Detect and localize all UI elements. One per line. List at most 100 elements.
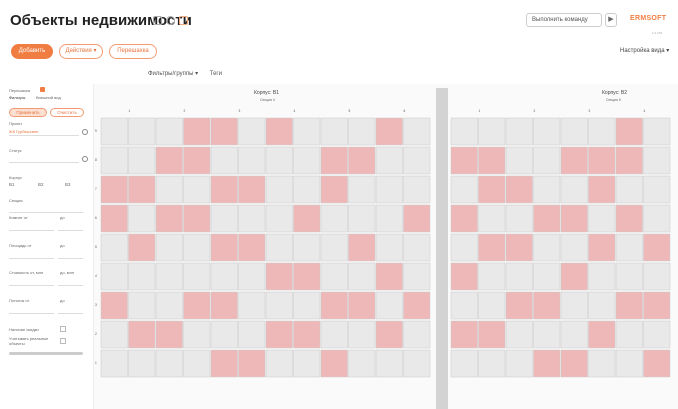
apartment-cell-free[interactable] bbox=[643, 204, 671, 233]
apartment-cell-free[interactable] bbox=[128, 262, 156, 291]
apartment-cell-free[interactable] bbox=[643, 262, 671, 291]
apartment-cell-free[interactable] bbox=[348, 349, 376, 378]
apartment-cell-free[interactable] bbox=[265, 204, 293, 233]
apartment-cell-free[interactable] bbox=[155, 175, 183, 204]
apartment-cell-sold[interactable] bbox=[238, 175, 266, 204]
apartment-cell-sold[interactable] bbox=[128, 320, 156, 349]
apartment-cell-free[interactable] bbox=[265, 175, 293, 204]
apartment-cell-free[interactable] bbox=[293, 146, 321, 175]
apartment-cell-free[interactable] bbox=[128, 349, 156, 378]
apartment-cell-free[interactable] bbox=[533, 146, 561, 175]
apartment-cell-sold[interactable] bbox=[293, 204, 321, 233]
apartment-cell-sold[interactable] bbox=[588, 320, 616, 349]
apartment-cell-sold[interactable] bbox=[478, 233, 506, 262]
apartment-cell-sold[interactable] bbox=[505, 175, 533, 204]
apartment-cell-free[interactable] bbox=[560, 320, 588, 349]
apartment-cell-sold[interactable] bbox=[505, 233, 533, 262]
apartment-cell-sold[interactable] bbox=[100, 291, 128, 320]
apartment-cell-sold[interactable] bbox=[375, 320, 403, 349]
apartment-cell-sold[interactable] bbox=[128, 233, 156, 262]
apartment-cell-free[interactable] bbox=[348, 204, 376, 233]
apartment-cell-free[interactable] bbox=[265, 146, 293, 175]
apartment-cell-free[interactable] bbox=[375, 291, 403, 320]
apartment-cell-free[interactable] bbox=[375, 175, 403, 204]
apartment-cell-sold[interactable] bbox=[293, 262, 321, 291]
apartment-cell-free[interactable] bbox=[403, 320, 431, 349]
apartment-cell-sold[interactable] bbox=[265, 117, 293, 146]
apartment-cell-sold[interactable] bbox=[183, 291, 211, 320]
project-input[interactable]: ЖК Гурбюрсинн bbox=[9, 127, 79, 136]
apartment-cell-free[interactable] bbox=[505, 262, 533, 291]
apartment-cell-sold[interactable] bbox=[478, 320, 506, 349]
apartment-cell-sold[interactable] bbox=[128, 175, 156, 204]
apartment-cell-sold[interactable] bbox=[615, 146, 643, 175]
apartment-cell-sold[interactable] bbox=[560, 262, 588, 291]
apartment-cell-free[interactable] bbox=[320, 204, 348, 233]
apartment-cell-free[interactable] bbox=[505, 320, 533, 349]
search-icon[interactable] bbox=[82, 156, 88, 162]
apartment-cell-sold[interactable] bbox=[210, 175, 238, 204]
apartment-cell-free[interactable] bbox=[403, 117, 431, 146]
ceiling-from-input[interactable] bbox=[9, 305, 54, 314]
real-objects-checkbox[interactable] bbox=[60, 338, 66, 344]
apartment-cell-free[interactable] bbox=[643, 320, 671, 349]
apartment-cell-sold[interactable] bbox=[348, 291, 376, 320]
apartment-cell-free[interactable] bbox=[238, 320, 266, 349]
apartment-cell-free[interactable] bbox=[238, 262, 266, 291]
apartment-cell-sold[interactable] bbox=[533, 349, 561, 378]
apartment-cell-free[interactable] bbox=[533, 117, 561, 146]
apartment-cell-sold[interactable] bbox=[210, 349, 238, 378]
rooms-to-input[interactable] bbox=[58, 222, 83, 231]
apartment-cell-sold[interactable] bbox=[403, 291, 431, 320]
apartment-cell-free[interactable] bbox=[588, 349, 616, 378]
apartment-cell-free[interactable] bbox=[615, 233, 643, 262]
share-icon[interactable] bbox=[166, 16, 175, 25]
tags-button[interactable]: Теги bbox=[209, 71, 222, 77]
run-command-icon[interactable]: ▶ bbox=[605, 13, 617, 27]
apartment-cell-free[interactable] bbox=[155, 262, 183, 291]
area-to-input[interactable] bbox=[58, 250, 83, 259]
apartment-cell-sold[interactable] bbox=[643, 291, 671, 320]
apartment-cell-free[interactable] bbox=[293, 117, 321, 146]
apartment-cell-free[interactable] bbox=[588, 117, 616, 146]
apartment-cell-free[interactable] bbox=[320, 262, 348, 291]
apartment-cell-sold[interactable] bbox=[100, 175, 128, 204]
apartment-cell-sold[interactable] bbox=[265, 262, 293, 291]
apartment-cell-free[interactable] bbox=[155, 117, 183, 146]
apartment-cell-sold[interactable] bbox=[183, 204, 211, 233]
apartment-cell-free[interactable] bbox=[478, 117, 506, 146]
price-to-input[interactable] bbox=[58, 277, 83, 286]
apartment-cell-free[interactable] bbox=[403, 233, 431, 262]
apartment-cell-sold[interactable] bbox=[643, 349, 671, 378]
apartment-cell-free[interactable] bbox=[505, 204, 533, 233]
apartment-cell-free[interactable] bbox=[478, 262, 506, 291]
search-icon[interactable] bbox=[82, 129, 88, 135]
apartment-cell-free[interactable] bbox=[100, 146, 128, 175]
apartment-cell-free[interactable] bbox=[588, 204, 616, 233]
apartment-cell-free[interactable] bbox=[403, 349, 431, 378]
tab-filters[interactable]: Фильтры bbox=[9, 95, 26, 100]
apartment-cell-free[interactable] bbox=[533, 233, 561, 262]
apartment-cell-sold[interactable] bbox=[533, 204, 561, 233]
apartment-cell-free[interactable] bbox=[183, 320, 211, 349]
apartment-cell-free[interactable] bbox=[348, 262, 376, 291]
apartment-cell-free[interactable] bbox=[560, 291, 588, 320]
apartment-cell-sold[interactable] bbox=[505, 291, 533, 320]
apartment-cell-free[interactable] bbox=[375, 204, 403, 233]
apartment-cell-free[interactable] bbox=[560, 117, 588, 146]
apartment-cell-free[interactable] bbox=[100, 262, 128, 291]
apartment-cell-free[interactable] bbox=[320, 320, 348, 349]
apartment-cell-free[interactable] bbox=[293, 233, 321, 262]
apartment-cell-free[interactable] bbox=[588, 291, 616, 320]
apartment-cell-free[interactable] bbox=[155, 291, 183, 320]
ceiling-to-input[interactable] bbox=[58, 305, 83, 314]
apply-button[interactable]: Применить bbox=[9, 108, 47, 117]
apartment-cell-free[interactable] bbox=[128, 117, 156, 146]
apartment-cell-free[interactable] bbox=[155, 349, 183, 378]
apartment-cell-sold[interactable] bbox=[450, 146, 478, 175]
apartment-cell-free[interactable] bbox=[100, 349, 128, 378]
apartment-cell-sold[interactable] bbox=[293, 320, 321, 349]
apartment-cell-sold[interactable] bbox=[210, 291, 238, 320]
apartment-cell-sold[interactable] bbox=[320, 175, 348, 204]
apartment-cell-free[interactable] bbox=[505, 146, 533, 175]
